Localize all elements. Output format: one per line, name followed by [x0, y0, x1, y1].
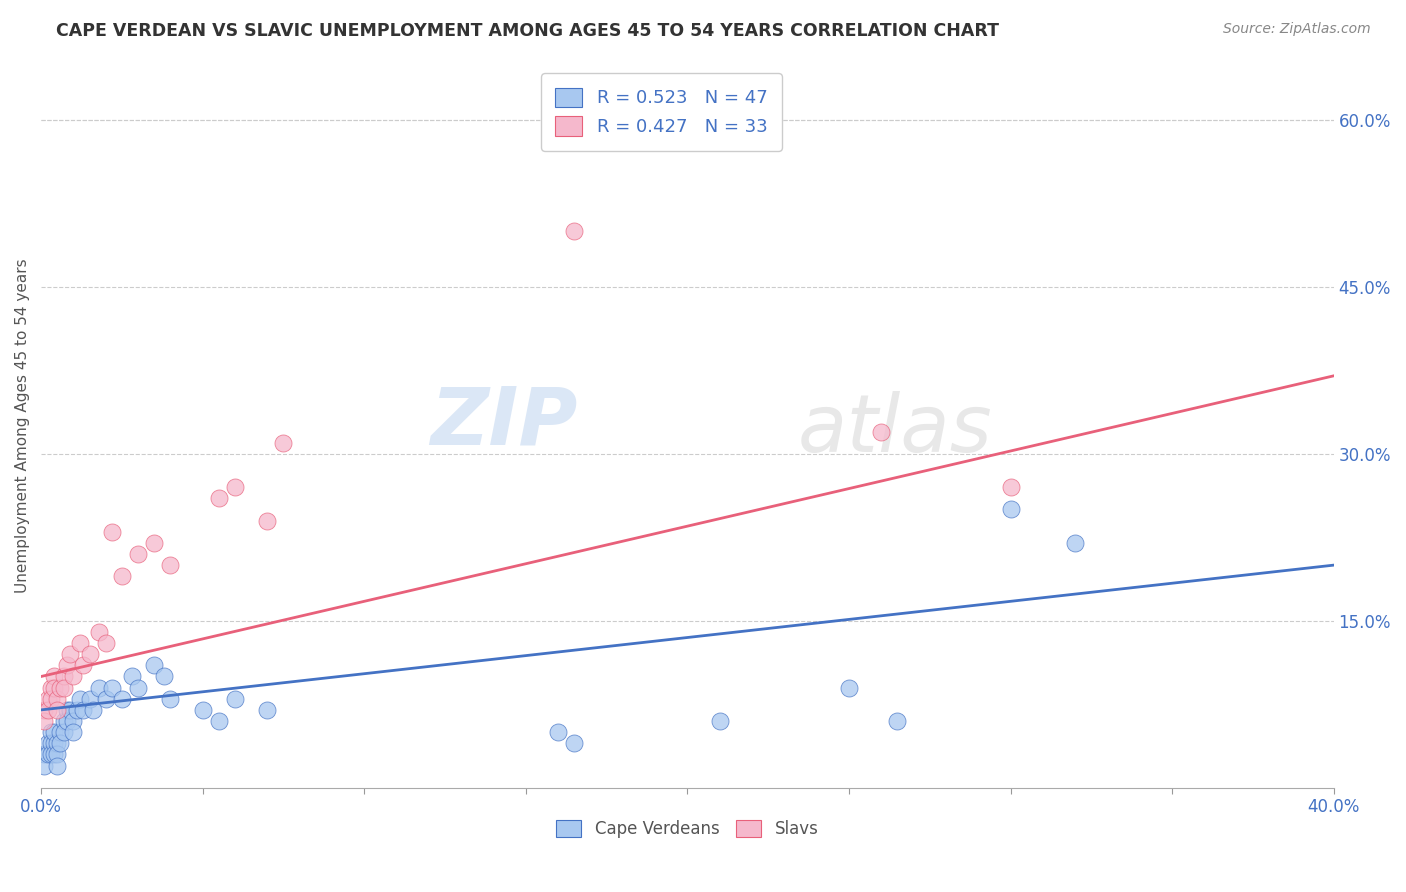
Point [34, 758, 56, 772]
Point [1064, 536, 1087, 550]
Point [1000, 480, 1022, 494]
Point [46, 747, 69, 762]
Point [69, 636, 91, 650]
Point [46, 691, 69, 706]
Point [34, 714, 56, 728]
Point [39, 736, 62, 750]
Point [547, 725, 569, 739]
Point [208, 491, 231, 506]
Point [886, 714, 908, 728]
Point [224, 480, 246, 494]
Point [39, 691, 62, 706]
Point [94, 691, 117, 706]
Point [79, 691, 101, 706]
Point [1000, 502, 1022, 516]
Point [34, 703, 56, 717]
Text: CAPE VERDEAN VS SLAVIC UNEMPLOYMENT AMONG AGES 45 TO 54 YEARS CORRELATION CHART: CAPE VERDEAN VS SLAVIC UNEMPLOYMENT AMON… [56, 22, 1000, 40]
Point [153, 669, 176, 683]
Point [59, 647, 82, 661]
Point [273, 435, 295, 450]
Point [224, 691, 246, 706]
Point [256, 703, 278, 717]
Point [46, 758, 69, 772]
Point [256, 514, 278, 528]
Point [159, 558, 181, 573]
Point [562, 736, 585, 750]
Point [42, 725, 65, 739]
Point [208, 714, 231, 728]
Point [69, 691, 91, 706]
Point [89, 681, 111, 695]
Point [56, 658, 79, 673]
Point [72, 658, 94, 673]
Point [111, 691, 134, 706]
Legend: Cape Verdeans, Slavs: Cape Verdeans, Slavs [550, 814, 825, 845]
Point [66, 703, 89, 717]
Point [37, 691, 59, 706]
Point [62, 714, 84, 728]
Point [159, 691, 181, 706]
Point [82, 703, 104, 717]
Point [42, 681, 65, 695]
Point [121, 669, 143, 683]
Point [49, 725, 72, 739]
Point [838, 681, 860, 695]
Point [52, 725, 75, 739]
Point [62, 669, 84, 683]
Y-axis label: Unemployment Among Ages 45 to 54 years: Unemployment Among Ages 45 to 54 years [15, 259, 30, 593]
Point [52, 681, 75, 695]
Point [94, 636, 117, 650]
Point [37, 703, 59, 717]
Point [37, 736, 59, 750]
Point [59, 703, 82, 717]
Point [39, 725, 62, 739]
Point [56, 714, 79, 728]
Point [37, 747, 59, 762]
Text: atlas: atlas [797, 391, 993, 468]
Point [89, 624, 111, 639]
Point [39, 681, 62, 695]
Point [46, 736, 69, 750]
Text: Source: ZipAtlas.com: Source: ZipAtlas.com [1223, 22, 1371, 37]
Point [62, 725, 84, 739]
Point [56, 703, 79, 717]
Point [870, 425, 893, 439]
Point [49, 681, 72, 695]
Point [52, 714, 75, 728]
Point [34, 747, 56, 762]
Point [101, 524, 124, 539]
Point [101, 681, 124, 695]
Point [39, 747, 62, 762]
Point [42, 736, 65, 750]
Text: ZIP: ZIP [430, 384, 578, 461]
Point [72, 703, 94, 717]
Point [127, 547, 149, 561]
Point [42, 669, 65, 683]
Point [562, 224, 585, 238]
Point [111, 569, 134, 583]
Point [143, 536, 166, 550]
Point [46, 703, 69, 717]
Point [709, 714, 731, 728]
Point [49, 736, 72, 750]
Point [52, 669, 75, 683]
Point [42, 747, 65, 762]
Point [143, 658, 166, 673]
Point [127, 681, 149, 695]
Point [79, 647, 101, 661]
Point [191, 703, 214, 717]
